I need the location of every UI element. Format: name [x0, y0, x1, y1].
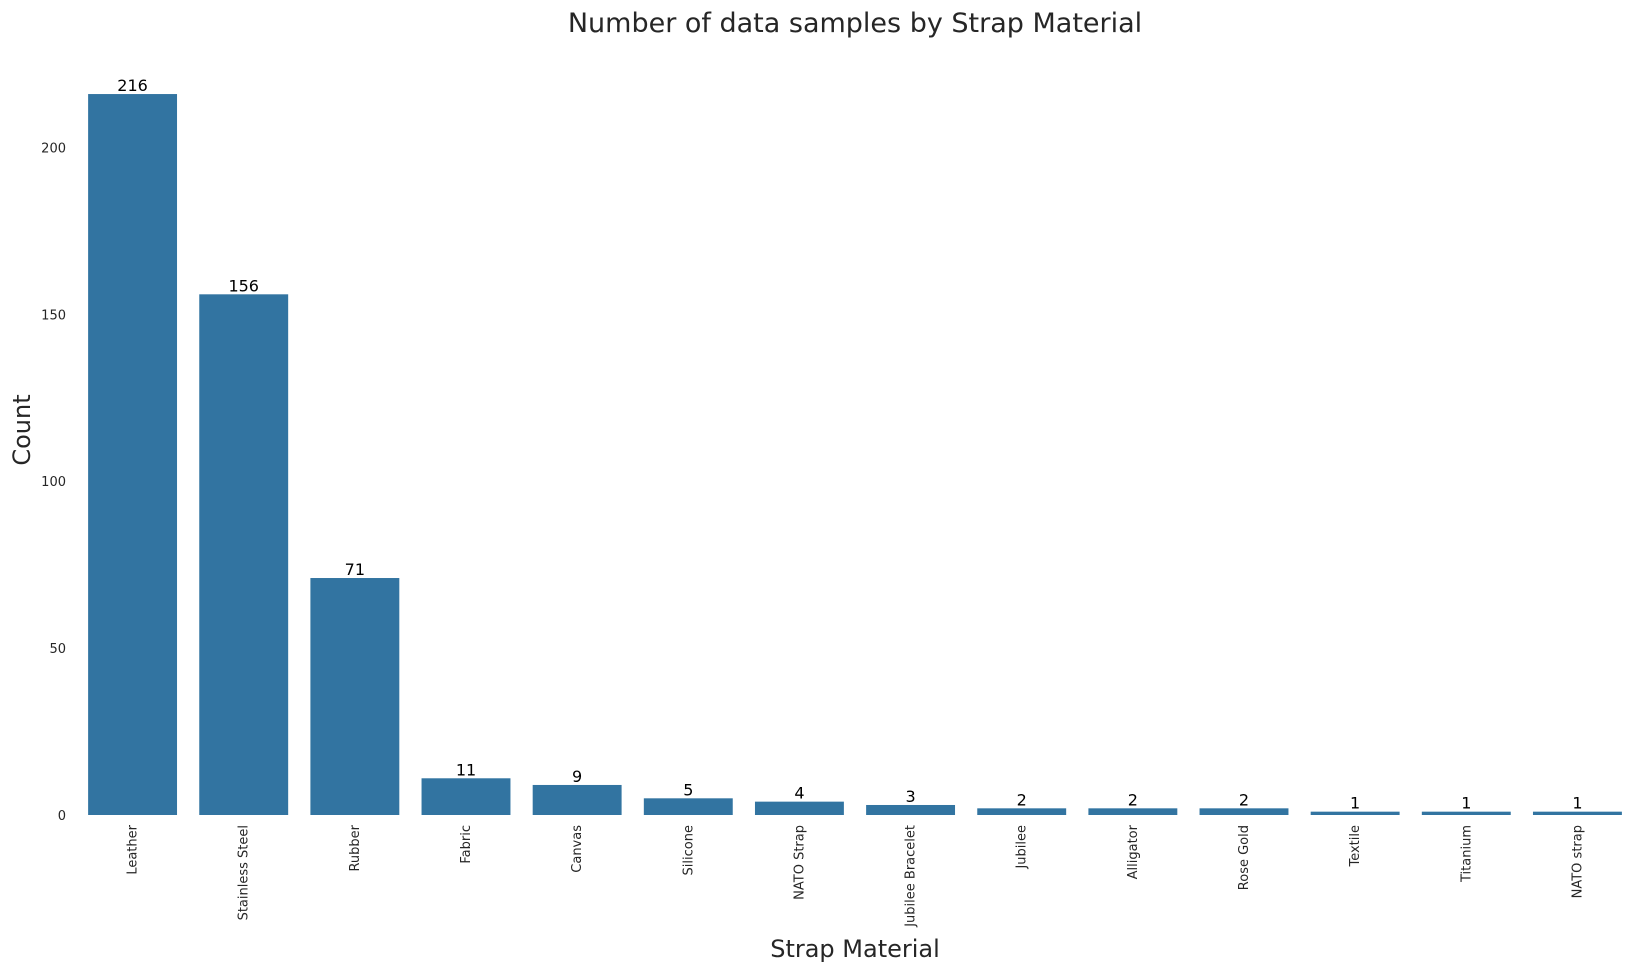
y-tick-label: 0 — [58, 809, 66, 824]
x-axis-ticks: Leather Stainless Steel Rubber Fabric Canvas… — [126, 824, 1586, 927]
chart-title: Number of data samples by Strap Material — [568, 8, 1142, 39]
y-axis-ticks: 0 50 100 150 200 — [41, 141, 66, 824]
x-tick-label: Jubilee Bracelet — [904, 825, 919, 928]
bar-value-label: 4 — [794, 784, 804, 803]
bar — [310, 578, 400, 815]
bar — [1310, 811, 1400, 815]
bar — [1088, 808, 1178, 815]
x-axis-label: Strap Material — [770, 935, 940, 963]
x-tick-label: NATO strap — [1570, 825, 1585, 898]
bar — [643, 798, 733, 815]
bar — [866, 804, 956, 815]
bar — [1532, 811, 1622, 815]
x-tick-label: Silicone — [681, 825, 696, 875]
bar — [421, 778, 511, 815]
bar-value-label: 3 — [905, 787, 915, 806]
x-tick-label: Titanium — [1459, 825, 1474, 883]
bar — [532, 784, 622, 815]
bar — [1199, 808, 1289, 815]
bar-value-label: 2 — [1017, 790, 1027, 809]
y-tick-label: 150 — [41, 308, 66, 323]
bar — [977, 808, 1067, 815]
x-tick-label: Alligator — [1126, 824, 1141, 879]
bar-value-label: 1 — [1461, 794, 1471, 813]
bar-value-label: 2 — [1128, 790, 1138, 809]
x-tick-label: Textile — [1348, 825, 1363, 868]
bar-value-label: 1 — [1572, 794, 1582, 813]
bar-value-label: 156 — [228, 276, 259, 295]
bar — [199, 294, 289, 816]
bar — [1421, 811, 1511, 815]
bar-value-label: 216 — [117, 76, 148, 95]
bar-value-label: 71 — [345, 560, 365, 579]
x-tick-label: Rubber — [348, 824, 363, 871]
bars — [88, 94, 1622, 816]
x-tick-label: Jubilee — [1015, 825, 1030, 870]
x-tick-label: Stainless Steel — [237, 825, 252, 920]
bar-value-label: 5 — [683, 780, 693, 799]
y-tick-label: 50 — [49, 642, 66, 657]
y-tick-label: 200 — [41, 141, 66, 156]
x-tick-label: Canvas — [570, 825, 585, 873]
x-tick-label: Fabric — [459, 825, 474, 864]
bar-value-label: 2 — [1239, 790, 1249, 809]
bar-value-label: 11 — [456, 760, 476, 779]
y-tick-label: 100 — [41, 475, 66, 490]
bar-value-label: 9 — [572, 767, 582, 786]
x-tick-label: NATO Strap — [792, 825, 807, 900]
x-tick-label: Leather — [126, 824, 141, 874]
y-axis-label: Count — [8, 394, 36, 465]
bar — [88, 94, 178, 816]
x-tick-label: Rose Gold — [1237, 825, 1252, 890]
bar-value-label: 1 — [1350, 794, 1360, 813]
bar — [754, 801, 844, 815]
